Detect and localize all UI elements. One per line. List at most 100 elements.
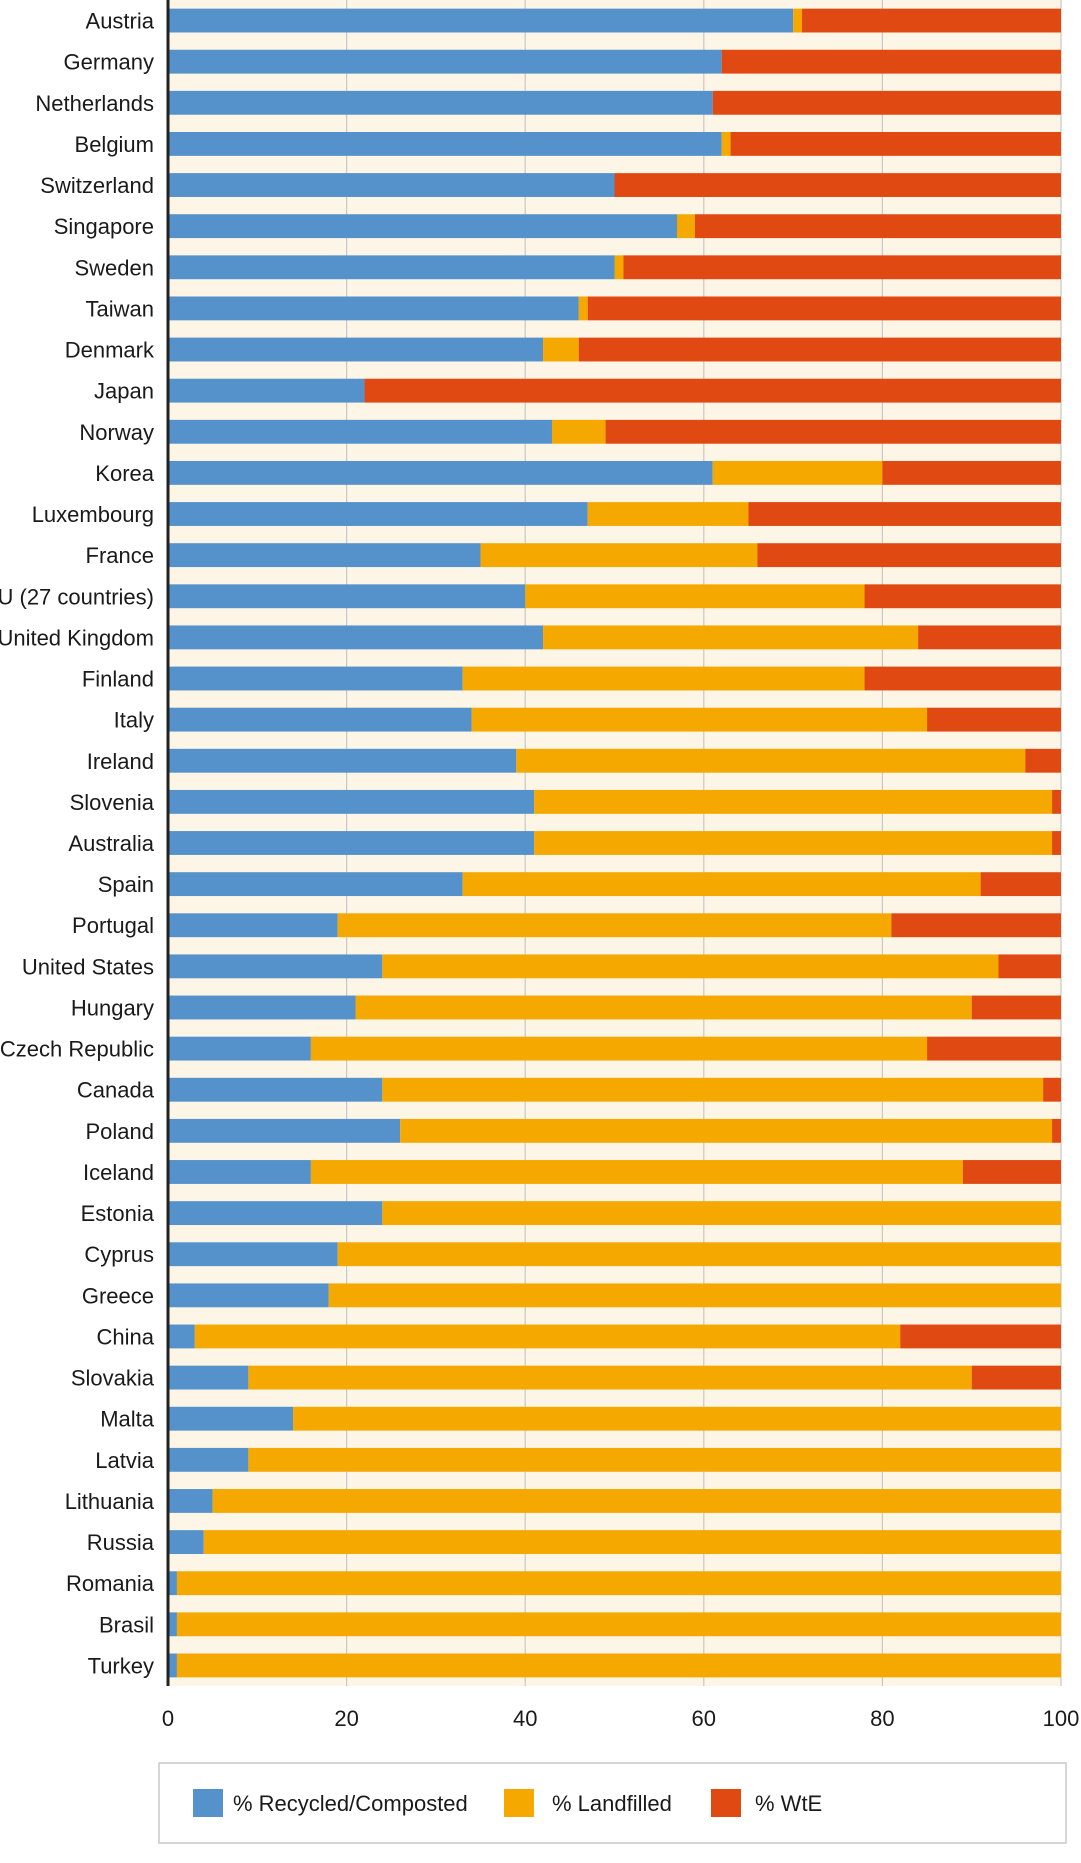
bar-landfilled-22 (337, 913, 892, 938)
bar-landfilled-16 (462, 666, 865, 691)
category-label-28: Iceland (83, 1160, 154, 1185)
bar-wte-25 (927, 1036, 1061, 1061)
bar-wte-26 (1043, 1077, 1061, 1102)
category-label-12: Luxembourg (32, 502, 154, 527)
bar-recycled-20 (168, 831, 535, 855)
category-label-26: Canada (77, 1078, 155, 1103)
category-label-19: Slovenia (70, 790, 155, 815)
x-tick-label-20: 20 (334, 1706, 358, 1731)
category-label-35: Latvia (95, 1448, 154, 1473)
category-label-34: Malta (100, 1407, 155, 1432)
bar-recycled-26 (168, 1077, 383, 1102)
category-label-16: Finland (82, 667, 154, 692)
bar-wte-32 (900, 1324, 1061, 1349)
category-label-18: Ireland (87, 749, 154, 774)
category-label-22: Portugal (72, 913, 154, 938)
legend-label-recycled: % Recycled/Composted (233, 1791, 468, 1816)
category-label-7: Taiwan (86, 296, 154, 321)
bar-landfilled-40 (176, 1653, 1061, 1678)
bar-landfilled-26 (382, 1077, 1044, 1102)
legend-swatch-landfilled (504, 1789, 534, 1817)
bar-landfilled-18 (516, 748, 1026, 773)
bar-recycled-12 (168, 502, 588, 526)
bar-wte-3 (730, 132, 1061, 156)
x-tick-label-40: 40 (513, 1706, 537, 1731)
bar-wte-4 (614, 173, 1061, 197)
bar-landfilled-17 (471, 707, 928, 732)
bar-recycled-16 (168, 666, 463, 691)
bar-recycled-14 (168, 584, 526, 609)
bar-landfilled-30 (337, 1242, 1061, 1267)
bar-wte-0 (802, 8, 1061, 33)
bar-wte-1 (721, 49, 1061, 74)
bar-recycled-23 (168, 954, 383, 979)
bar-landfilled-37 (203, 1530, 1062, 1554)
category-label-6: Sweden (74, 255, 154, 280)
bar-recycled-2 (168, 90, 713, 115)
category-label-17: Italy (114, 708, 154, 733)
bar-landfilled-35 (248, 1447, 1061, 1472)
bar-recycled-31 (168, 1283, 329, 1308)
bar-landfilled-25 (310, 1036, 928, 1061)
category-label-33: Slovakia (71, 1366, 155, 1391)
bar-landfilled-12 (587, 502, 749, 526)
bar-recycled-39 (168, 1612, 177, 1637)
legend-label-landfilled: % Landfilled (552, 1791, 672, 1816)
bar-recycled-3 (168, 132, 722, 156)
bar-wte-17 (927, 707, 1061, 732)
bar-recycled-36 (168, 1489, 213, 1513)
bar-wte-15 (918, 625, 1061, 650)
bar-recycled-34 (168, 1406, 294, 1431)
bar-recycled-17 (168, 707, 472, 732)
category-label-39: Brasil (99, 1612, 154, 1637)
legend-swatch-recycled (193, 1789, 223, 1817)
bar-landfilled-19 (534, 789, 1053, 814)
bar-wte-27 (1052, 1118, 1061, 1143)
bar-wte-8 (578, 337, 1061, 362)
bar-recycled-13 (168, 543, 481, 568)
bar-recycled-19 (168, 789, 535, 814)
category-label-27: Poland (85, 1119, 154, 1144)
bar-landfilled-5 (677, 214, 695, 239)
bar-landfilled-38 (176, 1571, 1061, 1596)
bar-recycled-32 (168, 1324, 195, 1349)
x-tick-label-80: 80 (870, 1706, 894, 1731)
x-tick-label-100: 100 (1043, 1706, 1080, 1731)
category-label-20: Australia (68, 831, 154, 856)
bar-recycled-30 (168, 1242, 338, 1267)
category-label-5: Singapore (54, 214, 154, 239)
category-label-21: Spain (98, 872, 154, 897)
bar-recycled-5 (168, 214, 678, 239)
x-tick-label-0: 0 (162, 1706, 174, 1731)
bar-wte-33 (971, 1365, 1061, 1390)
category-label-36: Lithuania (65, 1489, 155, 1514)
bar-landfilled-13 (480, 543, 758, 568)
legend-label-wte: % WtE (755, 1791, 822, 1816)
bar-wte-16 (864, 666, 1061, 691)
bar-recycled-24 (168, 995, 356, 1020)
category-label-1: Germany (64, 50, 154, 75)
bar-landfilled-8 (543, 337, 579, 362)
bar-recycled-29 (168, 1201, 383, 1226)
category-label-11: Korea (95, 461, 154, 486)
bar-wte-7 (587, 296, 1061, 321)
category-label-25: Czech Republic (0, 1037, 154, 1062)
bar-recycled-6 (168, 255, 615, 280)
bar-wte-21 (980, 872, 1061, 897)
bar-landfilled-11 (712, 460, 883, 485)
bar-recycled-8 (168, 337, 544, 362)
category-label-9: Japan (94, 379, 154, 404)
bar-landfilled-34 (293, 1406, 1061, 1431)
bar-wte-9 (364, 378, 1062, 403)
bar-landfilled-6 (614, 255, 624, 280)
bar-landfilled-0 (793, 8, 803, 33)
bar-recycled-0 (168, 8, 794, 33)
bar-landfilled-7 (578, 296, 588, 321)
bar-recycled-18 (168, 748, 517, 773)
category-label-40: Turkey (88, 1653, 154, 1678)
category-label-23: United States (22, 954, 154, 979)
bar-wte-11 (882, 460, 1061, 485)
bar-wte-19 (1052, 789, 1061, 814)
